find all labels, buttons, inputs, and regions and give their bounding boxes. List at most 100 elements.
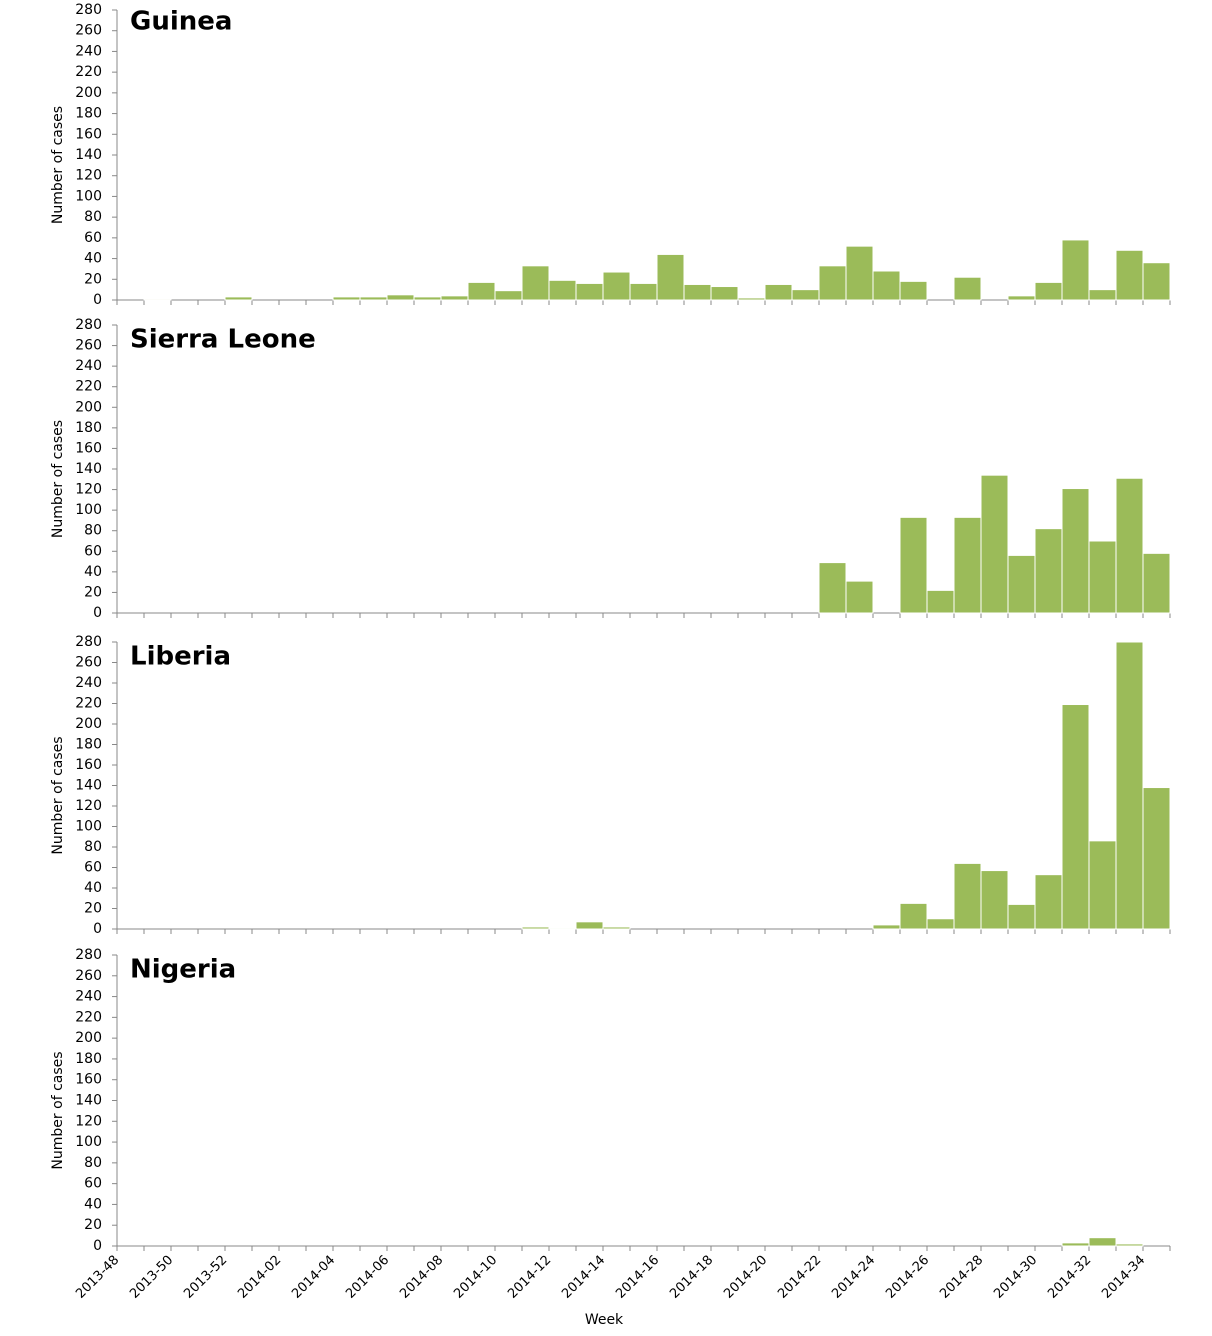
x-tick-label: 2014-06 (343, 1253, 392, 1302)
y-tick-label: 20 (84, 584, 102, 600)
y-tick-label: 240 (75, 989, 102, 1005)
y-tick-label: 100 (75, 819, 102, 835)
bar (1007, 295, 1036, 301)
y-tick-label: 120 (75, 482, 102, 498)
bar (953, 276, 982, 301)
y-tick-label: 80 (84, 839, 102, 855)
y-tick-label: 220 (75, 1009, 102, 1025)
y-tick-label: 260 (75, 23, 102, 39)
y-tick-label: 120 (75, 168, 102, 184)
bar (953, 862, 982, 930)
x-tick-label: 2014-22 (775, 1253, 824, 1302)
bar (899, 902, 928, 930)
bar (1115, 641, 1144, 930)
y-tick-label: 280 (75, 634, 102, 650)
bar (413, 296, 442, 301)
y-tick-label: 220 (75, 696, 102, 712)
y-tick-label: 240 (75, 675, 102, 691)
bar (575, 921, 604, 930)
y-tick-label: 180 (75, 106, 102, 122)
x-tick-label: 2013-50 (127, 1253, 176, 1302)
y-tick-label: 260 (75, 338, 102, 354)
y-tick-label: 120 (75, 1113, 102, 1129)
panel-title: Sierra Leone (130, 325, 316, 355)
y-tick-label: 20 (84, 901, 102, 917)
bar (440, 295, 469, 301)
y-tick-label: 20 (84, 271, 102, 287)
x-tick-label: 2014-16 (613, 1253, 662, 1302)
y-tick-label: 240 (75, 358, 102, 374)
bar (980, 870, 1009, 930)
y-tick-label: 220 (75, 64, 102, 80)
bar (791, 289, 820, 301)
x-tick-label: 2014-08 (397, 1253, 446, 1302)
bar (1034, 874, 1063, 930)
y-axis-label: Number of cases (50, 420, 66, 538)
bar (602, 271, 631, 301)
x-axis-label: Week (585, 1312, 624, 1328)
y-axis-label: Number of cases (50, 1051, 66, 1169)
bar (845, 245, 874, 301)
panel-title: Liberia (130, 642, 231, 672)
bar (1034, 281, 1063, 301)
y-tick-label: 100 (75, 188, 102, 204)
bar (467, 281, 496, 301)
y-tick-label: 40 (84, 251, 102, 267)
bar (656, 253, 685, 301)
y-tick-label: 280 (75, 317, 102, 333)
y-tick-label: 0 (93, 292, 102, 308)
bar (1142, 552, 1171, 614)
y-tick-label: 80 (84, 1155, 102, 1171)
y-tick-label: 280 (75, 2, 102, 18)
x-tick-label: 2014-28 (937, 1253, 986, 1302)
y-tick-label: 60 (84, 1176, 102, 1192)
bar (1115, 477, 1144, 614)
panel-title: Guinea (130, 7, 232, 37)
bar (1088, 289, 1117, 301)
y-tick-label: 0 (93, 921, 102, 937)
x-tick-label: 2014-26 (883, 1253, 932, 1302)
y-tick-label: 60 (84, 860, 102, 876)
x-tick-label: 2014-24 (829, 1253, 878, 1302)
x-tick-label: 2014-02 (235, 1253, 284, 1302)
y-tick-label: 20 (84, 1217, 102, 1233)
x-tick-label: 2014-10 (451, 1253, 500, 1302)
bar (143, 298, 172, 301)
bar (1061, 488, 1090, 614)
y-tick-label: 180 (75, 1051, 102, 1067)
x-tick-label: 2014-34 (1099, 1253, 1148, 1302)
bar (1142, 262, 1171, 301)
bar (953, 516, 982, 614)
bar (1088, 540, 1117, 614)
bar (737, 297, 766, 301)
x-tick-label: 2014-18 (667, 1253, 716, 1302)
bar (1007, 903, 1036, 930)
bar (548, 927, 577, 930)
y-tick-label: 200 (75, 1030, 102, 1046)
panel-title: Nigeria (130, 955, 236, 985)
y-tick-label: 180 (75, 420, 102, 436)
y-tick-label: 0 (93, 1238, 102, 1254)
y-tick-label: 100 (75, 502, 102, 518)
y-tick-label: 160 (75, 440, 102, 456)
y-tick-label: 280 (75, 947, 102, 963)
bar (818, 265, 847, 301)
bar (1034, 528, 1063, 614)
bar (494, 290, 523, 301)
bar (575, 282, 604, 301)
y-tick-label: 260 (75, 968, 102, 984)
y-tick-label: 120 (75, 798, 102, 814)
bar (899, 280, 928, 301)
bar (926, 589, 955, 614)
y-tick-label: 60 (84, 230, 102, 246)
y-tick-label: 40 (84, 1196, 102, 1212)
bar (926, 918, 955, 930)
y-axis-label: Number of cases (50, 106, 66, 224)
y-tick-label: 40 (84, 564, 102, 580)
x-tick-label: 2014-32 (1045, 1253, 1094, 1302)
bar (1115, 249, 1144, 301)
bar (629, 282, 658, 301)
x-tick-label: 2014-30 (991, 1253, 1040, 1302)
bar (602, 926, 631, 930)
